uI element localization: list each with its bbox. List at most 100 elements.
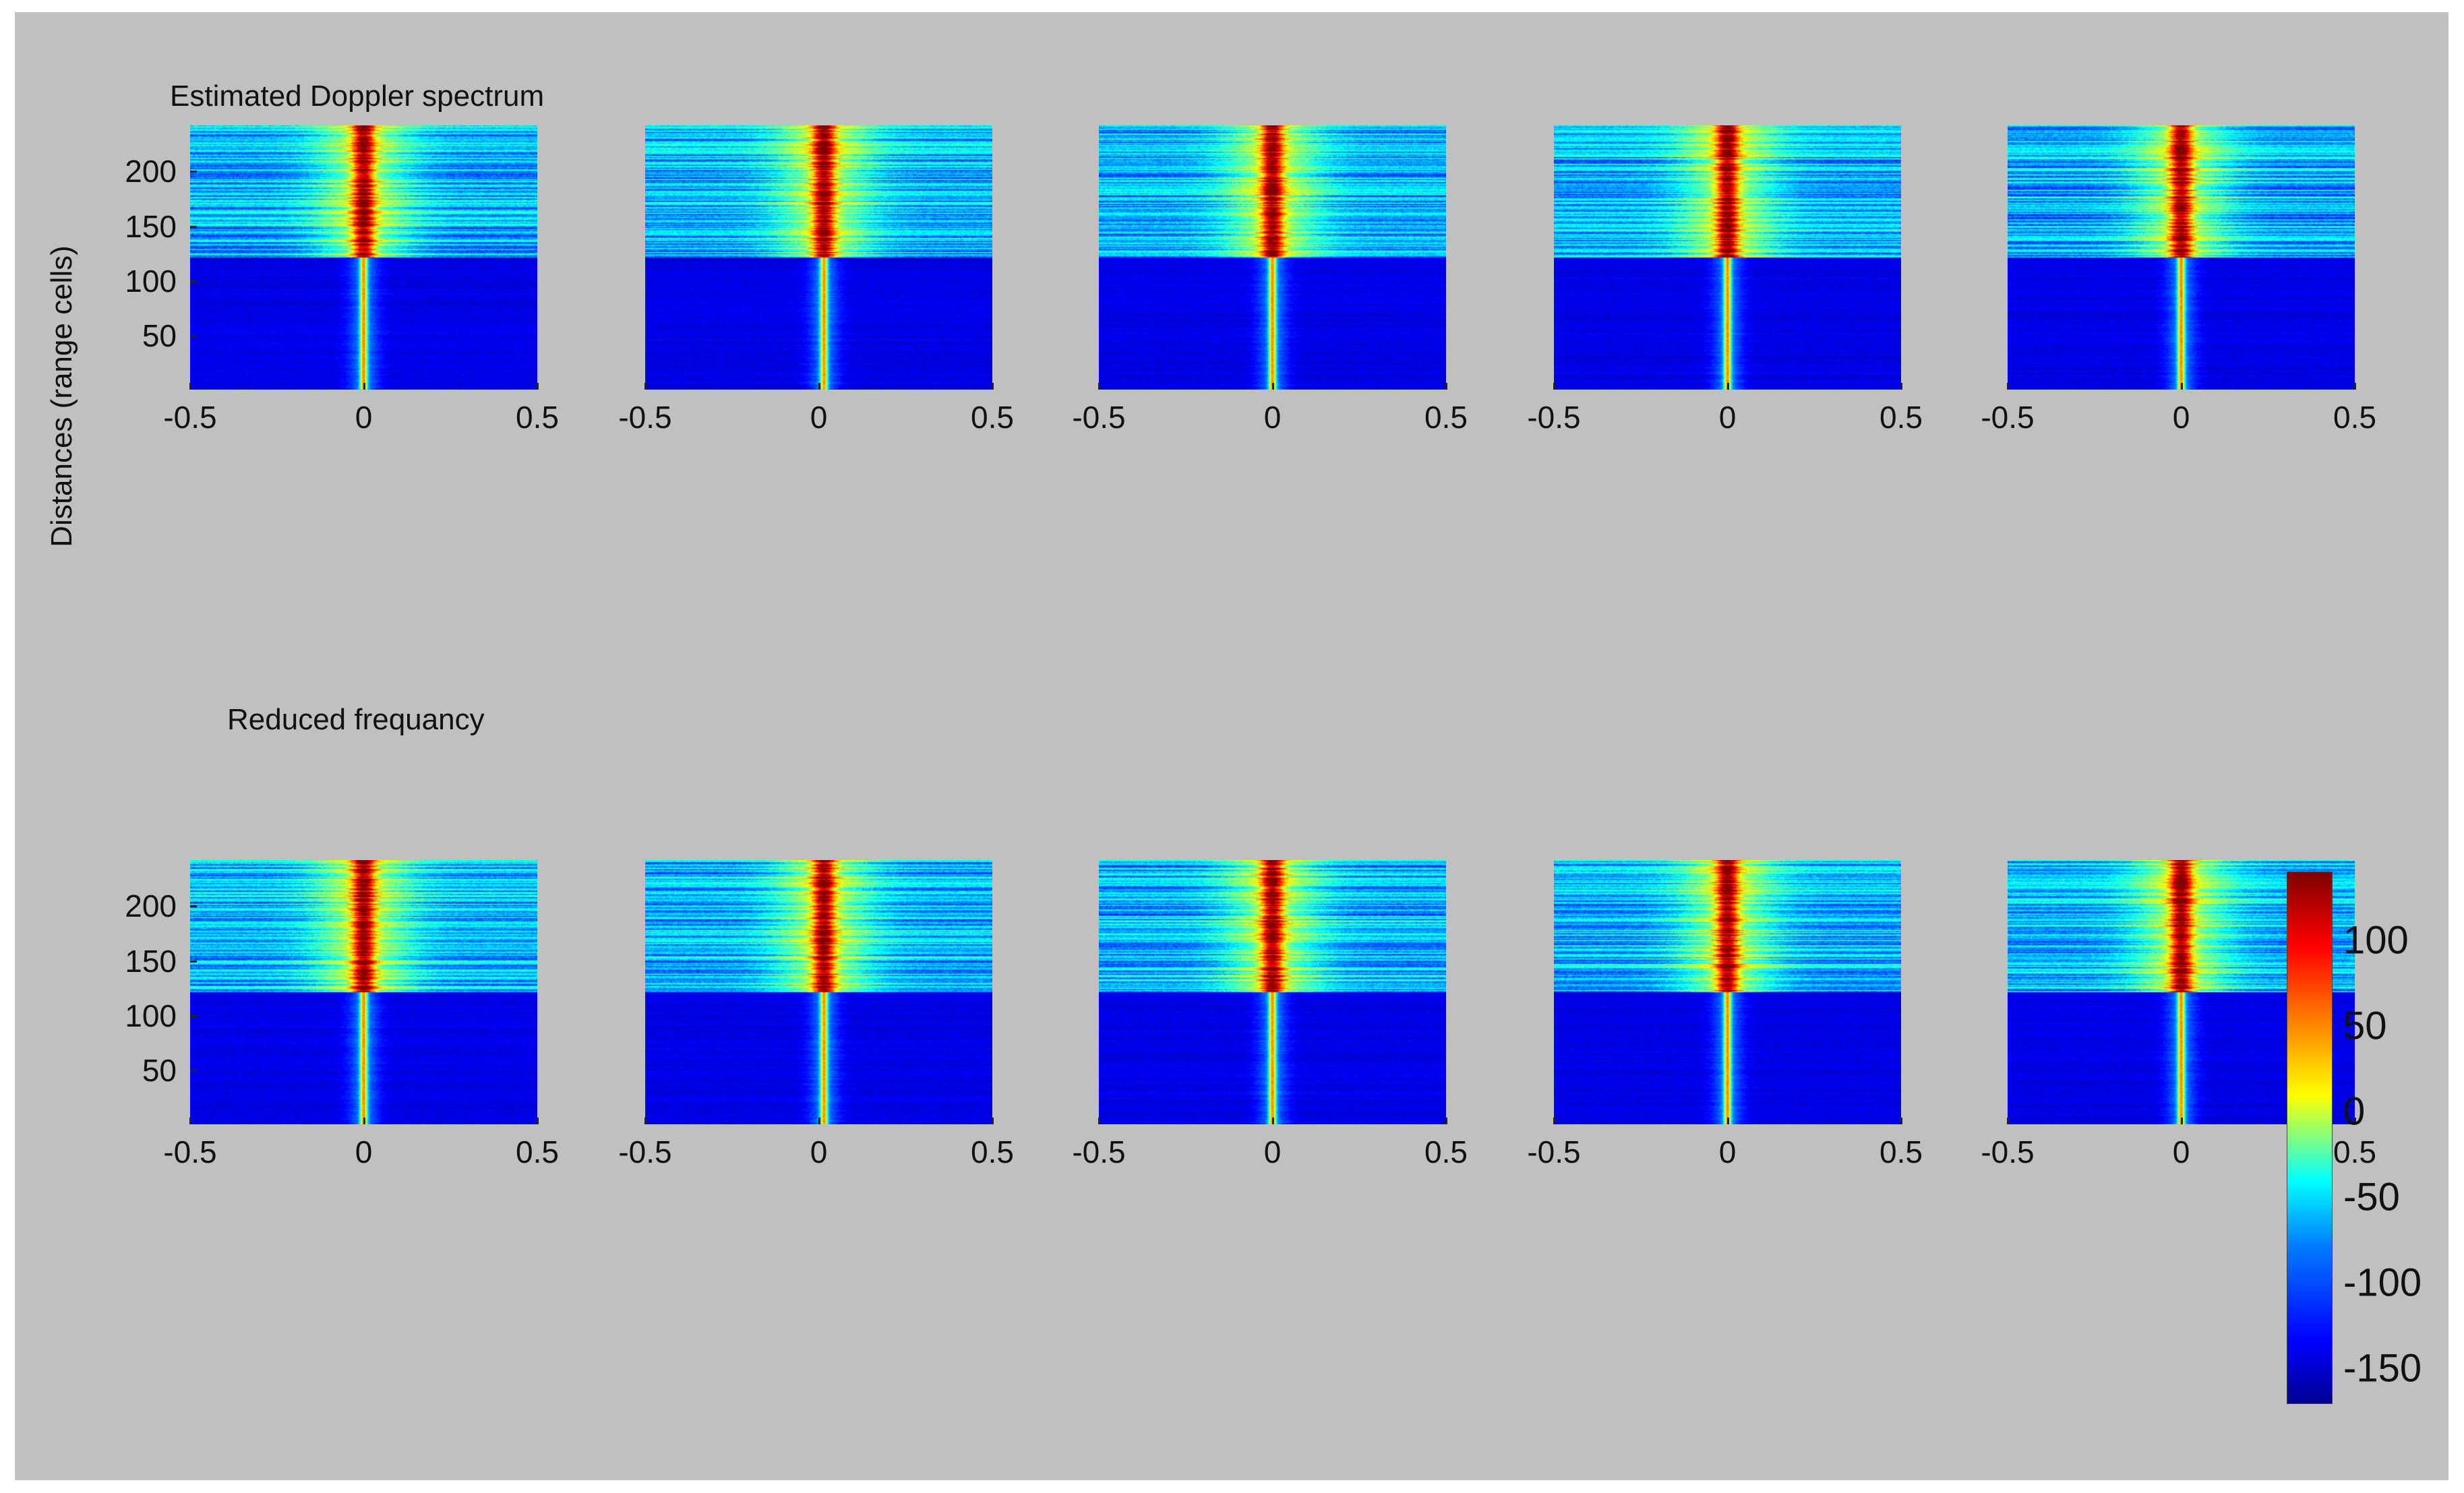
x-tick-mark [1900, 383, 1902, 390]
x-tick-mark [1445, 383, 1447, 390]
figure-background: -0.5 0 0.5 50 100 150 200 -0.5 0 0.5 -0.5 0 0.5 -0.5 0… [15, 12, 2448, 1480]
heatmap-image [190, 860, 537, 1124]
colorbar [2287, 872, 2333, 1404]
x-tick-label: -0.5 [163, 1134, 217, 1169]
x-tick-mark [1726, 383, 1729, 390]
heatmap-image [1554, 860, 1901, 1124]
x-tick-mark [2180, 1118, 2183, 1124]
x-tick-label: 0 [1718, 1134, 1737, 1169]
heatmap-panel-r1c2: -0.5 0 0.5 [618, 125, 1014, 435]
x-tick-label: -0.5 [1072, 400, 1126, 435]
x-tick-label: -0.5 [1981, 400, 2035, 435]
x-tick-mark [537, 1118, 539, 1124]
x-tick-label: 0.5 [2333, 400, 2376, 435]
heatmap-image [190, 125, 537, 390]
x-tick-label: 0 [810, 400, 828, 435]
y-tick-mark [190, 280, 197, 282]
y-tick-label: 100 [125, 998, 177, 1033]
x-tick-mark [644, 1118, 647, 1124]
x-tick-mark [644, 383, 647, 390]
x-tick-label: -0.5 [1981, 1134, 2035, 1169]
heatmap-image [1099, 125, 1446, 390]
x-tick-mark [2354, 383, 2356, 390]
colorbar-tick-label: -150 [2343, 1346, 2422, 1391]
y-tick-mark [190, 1070, 197, 1072]
y-tick-label: 50 [142, 1053, 177, 1089]
colorbar-tick-label: 100 [2343, 918, 2409, 963]
x-tick-mark [1098, 1118, 1100, 1124]
heatmap-image [2008, 125, 2355, 390]
x-tick-label: 0.5 [971, 1134, 1014, 1169]
heatmap-image [645, 125, 992, 390]
x-tick-mark [2007, 383, 2009, 390]
x-tick-mark [1445, 1118, 1447, 1124]
heatmap-panel-r2c2: -0.5 0 0.5 [618, 860, 1014, 1169]
x-tick-mark [1098, 383, 1100, 390]
heatmap-panel-r2c3: -0.5 0 0.5 [1072, 860, 1468, 1169]
heatmap-image [1099, 860, 1446, 1124]
y-tick-label: 50 [142, 318, 177, 354]
x-tick-mark [1553, 383, 1555, 390]
x-tick-mark [818, 383, 820, 390]
x-tick-label: 0.5 [1880, 1134, 1923, 1169]
x-tick-mark [992, 383, 994, 390]
x-tick-mark [1271, 1118, 1274, 1124]
colorbar-tick-label: 50 [2343, 1004, 2387, 1048]
heatmap-image [1554, 125, 1901, 390]
y-tick-mark [190, 171, 197, 173]
x-tick-mark [1553, 1118, 1555, 1124]
x-tick-mark [2007, 1118, 2009, 1124]
x-tick-label: 0 [1718, 400, 1737, 435]
x-tick-mark [2354, 1118, 2356, 1124]
heatmap-panel-r1c4: -0.5 0 0.5 [1527, 125, 1923, 435]
y-tick-label: 150 [125, 208, 177, 244]
y-tick-label: 100 [125, 263, 177, 299]
x-tick-mark [363, 1118, 365, 1124]
x-tick-label: 0 [355, 400, 373, 435]
x-tick-label: 0.5 [516, 1134, 559, 1169]
heatmap-panel-r2c1: -0.5 0 0.5 50 100 150 200 [125, 860, 559, 1169]
x-tick-mark [189, 1118, 191, 1124]
x-tick-label: 0.5 [971, 400, 1014, 435]
y-axis-label: Distances (range cells) [45, 245, 78, 547]
x-axis-label: Reduced frequancy [227, 703, 485, 736]
chart-title: Estimated Doppler spectrum [170, 80, 545, 113]
heatmap-panel-r1c3: -0.5 0 0.5 [1072, 125, 1468, 435]
x-tick-label: -0.5 [163, 400, 217, 435]
heatmap-panel-r1c5: -0.5 0 0.5 [1981, 125, 2376, 435]
x-tick-label: 0 [1263, 1134, 1282, 1169]
x-tick-mark [1726, 1118, 1729, 1124]
y-tick-mark [190, 225, 197, 228]
x-tick-label: 0 [355, 1134, 373, 1169]
x-tick-label: 0 [1263, 400, 1282, 435]
x-tick-mark [992, 1118, 994, 1124]
x-tick-label: 0.5 [516, 400, 559, 435]
y-tick-mark [190, 1014, 197, 1017]
x-tick-label: 0.5 [2333, 1134, 2376, 1169]
x-tick-mark [1900, 1118, 1902, 1124]
colorbar-tick-label: 0 [2343, 1089, 2366, 1134]
x-tick-label: -0.5 [1527, 1134, 1581, 1169]
y-tick-mark [190, 905, 197, 908]
heatmap-panel-r2c4: -0.5 0 0.5 [1527, 860, 1923, 1169]
x-tick-label: 0 [2172, 400, 2190, 435]
x-tick-label: 0.5 [1424, 1134, 1468, 1169]
x-tick-mark [818, 1118, 820, 1124]
y-tick-mark [190, 960, 197, 963]
x-tick-label: -0.5 [618, 400, 672, 435]
x-tick-label: 0.5 [1880, 400, 1923, 435]
x-tick-label: -0.5 [618, 1134, 672, 1169]
x-tick-mark [2180, 383, 2183, 390]
colorbar-tick-label: -50 [2343, 1175, 2400, 1219]
x-tick-mark [189, 383, 191, 390]
x-tick-label: -0.5 [1072, 1134, 1126, 1169]
colorbar-tick-label: -100 [2343, 1260, 2422, 1305]
x-tick-label: -0.5 [1527, 400, 1581, 435]
y-tick-mark [190, 335, 197, 338]
y-tick-label: 150 [125, 943, 177, 979]
y-tick-label: 200 [125, 888, 177, 924]
x-tick-mark [537, 383, 539, 390]
x-tick-mark [363, 383, 365, 390]
x-tick-mark [1271, 383, 1274, 390]
x-tick-label: 0 [2172, 1134, 2190, 1169]
